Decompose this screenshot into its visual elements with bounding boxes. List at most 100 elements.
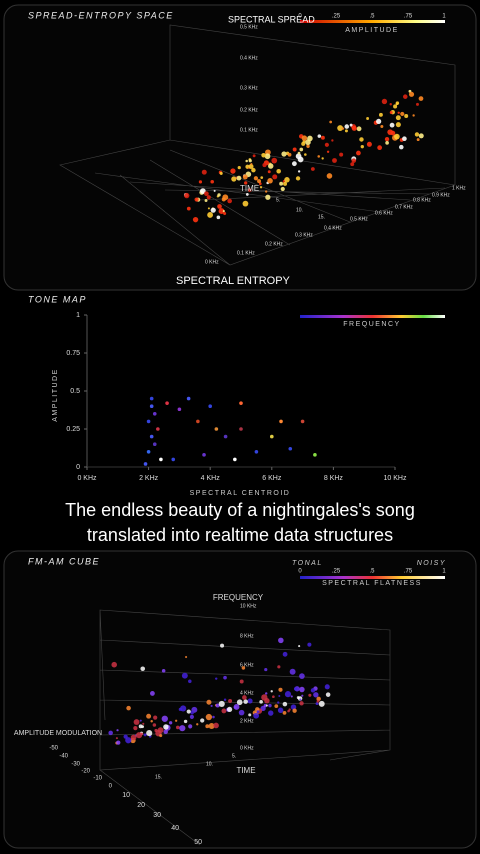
am-tick: -50 (49, 746, 58, 752)
entropy-tick: 0.3 KHz (295, 232, 313, 238)
fm-tick: 20 (137, 802, 145, 809)
point (239, 427, 243, 431)
legend-caption: AMPLITUDE (345, 27, 399, 34)
decor-dot (196, 723, 199, 726)
decor-dot (265, 194, 271, 200)
decor-dot (299, 698, 302, 701)
decor-dot (271, 157, 278, 164)
decor-dot (284, 691, 292, 698)
decor-dot (226, 706, 233, 713)
decor-dot (278, 687, 283, 692)
decor-dot (253, 712, 260, 719)
decor-dot (247, 698, 253, 704)
decor-dot (186, 206, 191, 211)
point (300, 419, 305, 424)
decor-dot (377, 145, 383, 151)
decor-dot (213, 189, 216, 192)
x-tick-label: 2 KHz (139, 475, 159, 482)
decor-dot (291, 161, 297, 167)
decor-dot (250, 162, 253, 166)
decor-dot (404, 113, 409, 118)
y-tick-label: 0 (76, 464, 80, 471)
decor-dot (205, 724, 210, 729)
decor-dot (236, 175, 242, 181)
decor-dot (356, 150, 361, 156)
decor-dot (416, 138, 420, 142)
time-tick: 10. (296, 207, 303, 213)
entropy-tick: 0.9 KHz (432, 192, 450, 198)
point (149, 434, 154, 439)
decor-dot (219, 171, 223, 175)
legend-right: NOISY (417, 560, 446, 567)
decor-dot (305, 139, 311, 146)
decor-dot (290, 704, 297, 710)
decor-dot (412, 114, 415, 117)
decor-dot (289, 668, 296, 675)
decor-dot (138, 724, 143, 729)
time-label: TIME (236, 766, 255, 775)
decor-dot (188, 724, 193, 729)
decor-dot (325, 692, 331, 697)
decor-dot (400, 111, 405, 117)
decor-dot (142, 722, 145, 725)
fm-tick: 50 (194, 839, 202, 846)
decor-dot (168, 721, 173, 725)
point (186, 396, 191, 401)
y-axis-label: AMPLITUDE (52, 368, 59, 422)
decor-dot (264, 692, 268, 695)
chart-title: TONE MAP (28, 294, 87, 304)
decor-dot (307, 642, 312, 647)
decor-dot (351, 158, 357, 163)
decor-dot (272, 174, 278, 180)
caption-line: The endless beauty of a nightingales's s… (65, 500, 415, 520)
decor-dot (356, 126, 362, 132)
decor-dot (397, 111, 400, 114)
decor-dot (260, 176, 264, 179)
decor-dot (318, 700, 325, 707)
decor-dot (198, 180, 203, 184)
decor-dot (351, 125, 357, 131)
frequency-tick: 4 KHz (240, 690, 254, 696)
decor-dot (331, 139, 334, 142)
decor-dot (264, 190, 268, 193)
decor-dot (230, 168, 236, 174)
decor-dot (251, 167, 256, 173)
decor-dot (248, 713, 252, 717)
time-tick: 15. (318, 214, 325, 220)
decor-dot (140, 666, 146, 672)
decor-dot (268, 163, 274, 169)
decor-dot (186, 709, 191, 714)
time-label: TIME (240, 184, 259, 193)
decor-dot (277, 665, 281, 669)
decor-dot (233, 704, 240, 710)
decor-dot (140, 732, 144, 736)
decor-dot (248, 159, 252, 163)
decor-dot (301, 135, 308, 141)
point (165, 401, 169, 405)
point (202, 453, 206, 457)
decor-dot (133, 719, 140, 725)
decor-dot (206, 195, 211, 200)
vertical-tick: 0.5 KHz (240, 24, 258, 30)
decor-dot (256, 710, 260, 714)
decor-dot (290, 695, 293, 698)
decor-dot (316, 696, 321, 702)
decor-dot (161, 715, 168, 722)
frequency-tick: 6 KHz (240, 662, 254, 668)
decor-dot (227, 198, 232, 204)
decor-dot (298, 645, 301, 648)
decor-dot (130, 734, 137, 741)
decor-dot (241, 666, 246, 670)
decor-dot (284, 177, 290, 183)
y-tick-label: 0.75 (66, 350, 80, 357)
entropy-tick: 0.4 KHz (324, 225, 342, 231)
decor-dot (146, 730, 153, 737)
decor-dot (304, 153, 307, 156)
legend-tick: 1 (442, 14, 446, 20)
am-tick: -30 (71, 762, 80, 768)
point (171, 457, 176, 462)
decor-dot (259, 700, 263, 704)
panel-title: SPREAD-ENTROPY SPACE (28, 10, 174, 20)
decor-dot (395, 115, 401, 121)
decor-dot (217, 193, 221, 197)
